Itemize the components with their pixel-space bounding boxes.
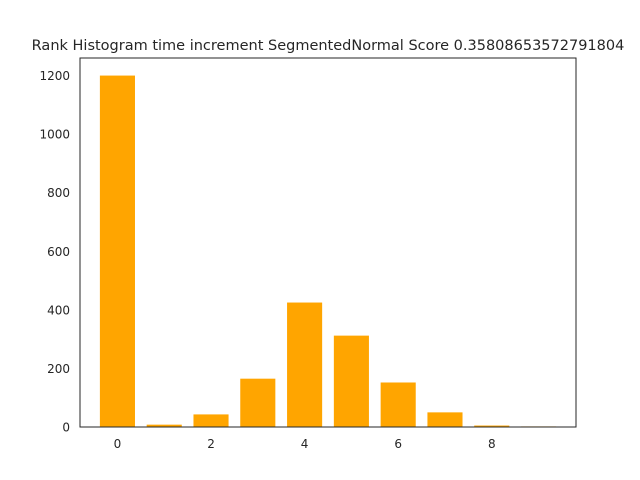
bar-4 — [287, 302, 323, 427]
y-tick-label: 600 — [47, 245, 70, 259]
y-tick-label: 400 — [47, 303, 70, 317]
y-tick-label: 800 — [47, 186, 70, 200]
plot-frame — [79, 57, 577, 428]
y-tick-label: 200 — [47, 362, 70, 376]
y-tick-label: 0 — [62, 421, 70, 435]
bar-5 — [333, 335, 369, 427]
x-tick-label: 0 — [114, 437, 122, 451]
x-tick-label: 8 — [488, 437, 496, 451]
chart-title: Rank Histogram time increment SegmentedN… — [32, 38, 625, 54]
bar-0 — [99, 75, 135, 427]
y-tick-label: 1000 — [39, 128, 70, 142]
bars-group — [99, 75, 557, 427]
bar-1 — [146, 424, 182, 427]
bar-6 — [380, 382, 416, 427]
x-tick-label: 6 — [394, 437, 402, 451]
bar-2 — [193, 414, 229, 427]
x-axis-ticks: 0 2 4 6 8 — [114, 437, 496, 451]
x-tick-label: 2 — [207, 437, 215, 451]
x-tick-label: 4 — [301, 437, 309, 451]
y-axis-ticks: 0 200 400 600 800 1000 1200 — [39, 69, 70, 434]
y-tick-label: 1200 — [39, 69, 70, 83]
bar-8 — [474, 425, 510, 427]
bar-7 — [427, 412, 463, 427]
bar-3 — [240, 378, 276, 427]
